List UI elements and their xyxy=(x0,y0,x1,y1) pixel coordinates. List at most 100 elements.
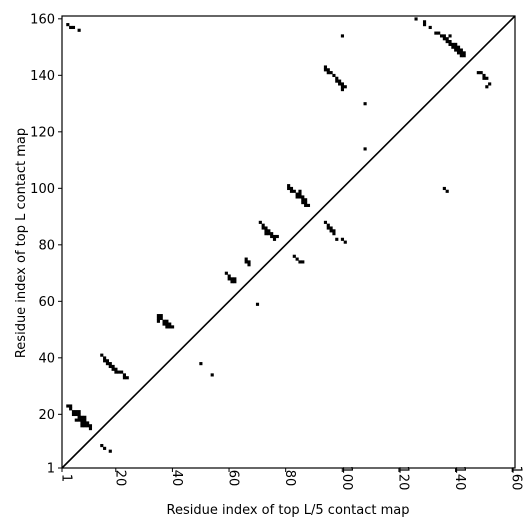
contact-cell xyxy=(71,25,76,30)
contact-cell xyxy=(448,40,452,44)
contact-cell xyxy=(332,229,336,233)
contact-cell xyxy=(162,322,166,326)
contact-cell xyxy=(414,17,418,21)
contact-cell xyxy=(71,412,76,417)
x-tick-label: 140 xyxy=(452,466,467,491)
contact-cell xyxy=(340,34,345,38)
contact-cell xyxy=(77,412,81,417)
contact-cell xyxy=(83,415,87,419)
contact-cell xyxy=(114,367,118,371)
contact-cell xyxy=(459,51,463,55)
contact-cell xyxy=(323,220,328,224)
contact-cell xyxy=(479,71,483,75)
contact-cell xyxy=(298,189,302,193)
contact-cell xyxy=(462,54,466,58)
contact-cell xyxy=(270,234,274,239)
contact-cell xyxy=(275,234,279,239)
y-tick-label: 160 xyxy=(30,12,55,27)
contact-cell xyxy=(304,198,308,202)
contact-cell xyxy=(168,322,172,326)
contact-cell xyxy=(74,418,78,422)
contact-cell xyxy=(83,421,87,425)
contact-cell xyxy=(442,186,446,191)
contact-cell xyxy=(448,34,452,38)
contact-cell xyxy=(326,71,330,75)
contact-cell xyxy=(230,280,234,284)
contact-cell xyxy=(301,201,305,205)
contact-cell xyxy=(343,85,347,89)
contact-cell xyxy=(111,364,115,369)
contact-cell xyxy=(295,192,299,196)
contact-cell xyxy=(295,195,299,199)
contact-cell xyxy=(122,376,126,380)
x-tick-label: 60 xyxy=(226,470,241,487)
contact-cell xyxy=(298,192,302,196)
y-tick-label: 20 xyxy=(38,408,55,423)
contact-cell xyxy=(168,325,172,329)
contact-cell xyxy=(159,316,163,320)
x-tick-label: 40 xyxy=(169,470,184,487)
contact-cell xyxy=(105,359,110,363)
contact-cell xyxy=(434,31,438,35)
contact-cell xyxy=(100,353,104,357)
contact-cell xyxy=(227,277,231,281)
contact-cell xyxy=(264,229,268,233)
contact-cell xyxy=(88,424,93,428)
y-tick-label: 1 xyxy=(47,462,55,477)
contact-cell xyxy=(108,364,112,369)
contact-cell xyxy=(301,198,305,202)
contact-cell xyxy=(156,314,160,318)
x-axis-label: Residue index of top L/5 contact map xyxy=(167,503,410,518)
contact-cell xyxy=(428,25,432,30)
contact-cell xyxy=(329,226,333,230)
contact-cell xyxy=(111,367,115,371)
contact-cell xyxy=(77,410,81,414)
contact-cell xyxy=(454,42,458,46)
contact-cell xyxy=(117,370,121,374)
plot-frame xyxy=(61,15,516,469)
contact-cell xyxy=(80,424,84,428)
contact-cell xyxy=(459,54,463,58)
contact-cell xyxy=(267,229,271,233)
contact-cell xyxy=(122,373,126,377)
contact-cell xyxy=(329,71,333,75)
contact-cell xyxy=(224,271,228,275)
contact-cell xyxy=(74,410,78,414)
contact-cell xyxy=(77,28,81,32)
contact-cell xyxy=(442,34,446,38)
contact-cell xyxy=(332,232,336,236)
contact-cell xyxy=(340,88,345,92)
contact-cell xyxy=(244,257,248,261)
contact-cell xyxy=(103,359,107,363)
y-tick-label: 60 xyxy=(38,295,55,310)
contact-cell xyxy=(295,257,299,261)
contact-cell xyxy=(114,370,118,374)
contact-cell xyxy=(165,319,169,323)
diagonal-line xyxy=(61,15,516,469)
contact-cell xyxy=(482,76,486,80)
contact-cell xyxy=(233,277,237,281)
contact-cell xyxy=(326,68,330,72)
contact-cell xyxy=(264,226,268,230)
y-tick-label: 40 xyxy=(38,351,55,366)
contact-cell xyxy=(71,410,76,414)
contact-cell xyxy=(156,319,160,323)
contact-cell xyxy=(482,73,486,78)
contact-cell xyxy=(120,370,124,374)
contact-cell xyxy=(83,418,87,422)
contact-cell xyxy=(363,102,367,106)
contact-cell xyxy=(451,42,455,46)
contact-cell xyxy=(454,45,458,49)
contact-cell xyxy=(199,362,203,366)
contact-cell xyxy=(304,203,308,207)
contact-cell xyxy=(298,260,302,264)
x-tick-label: 20 xyxy=(112,470,127,487)
contact-cell xyxy=(485,85,489,89)
contact-cell xyxy=(69,407,73,411)
y-axis-label: Residue index of top L contact map xyxy=(14,128,29,358)
contact-cell xyxy=(422,20,427,24)
contact-cell xyxy=(100,443,104,448)
contact-cell xyxy=(289,189,294,193)
contact-cell xyxy=(227,274,231,278)
contact-cell xyxy=(340,82,345,86)
